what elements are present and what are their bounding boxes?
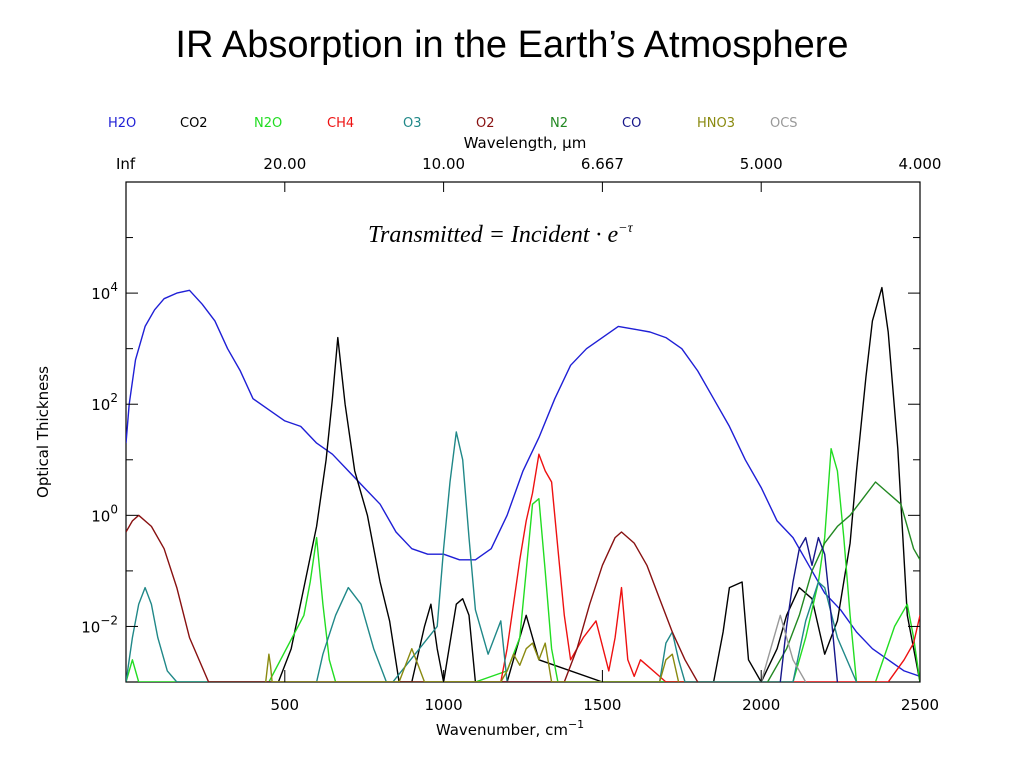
series-line-ocs xyxy=(760,614,807,682)
legend-item-o2: O2 xyxy=(476,116,495,131)
legend-item-hno3: HNO3 xyxy=(697,116,735,131)
y-axis-label: Optical Thickness xyxy=(34,366,52,498)
x-tick-label: 1500 xyxy=(583,696,621,714)
x-tick-label: 2500 xyxy=(901,696,939,714)
y-tick-label: 100 xyxy=(91,502,118,525)
x-tick-label: 500 xyxy=(270,696,299,714)
x-axis-label: Wavenumber, cm−1 xyxy=(436,718,584,739)
top-tick-label: Inf xyxy=(116,155,136,173)
series-line-n2 xyxy=(766,481,920,682)
top-tick-label: 5.000 xyxy=(740,155,783,173)
formula-annotation: Transmitted = Incident · e−τ xyxy=(368,221,634,248)
series-line-hno3 xyxy=(265,642,680,682)
top-tick-label: 4.000 xyxy=(899,155,942,173)
x-tick-label: 2000 xyxy=(742,696,780,714)
legend-item-co2: CO2 xyxy=(180,116,208,131)
legend-item-co: CO xyxy=(622,116,641,131)
legend: H2O CO2 N2O CH4 O3 O2 N2 CO HNO3 OCS xyxy=(108,116,798,131)
series-line-co2 xyxy=(277,286,920,682)
series-line-ch4 xyxy=(500,453,920,682)
top-tick-label: 10.00 xyxy=(422,155,465,173)
legend-item-n2o: N2O xyxy=(254,116,282,131)
formula-annotation-sup: −τ xyxy=(618,221,633,236)
series-line-o3 xyxy=(126,431,858,682)
y-axis-ticks: 104 102 100 10−2 xyxy=(81,181,920,683)
x-tick-label: 1000 xyxy=(425,696,463,714)
legend-item-h2o: H2O xyxy=(108,116,136,131)
top-tick-label: 20.00 xyxy=(263,155,306,173)
legend-item-n2: N2 xyxy=(550,116,568,131)
top-axis-ticks: Inf 20.00 10.00 6.667 5.000 4.000 xyxy=(116,155,941,192)
top-tick-label: 6.667 xyxy=(581,155,624,173)
x-axis-label-sup: −1 xyxy=(568,718,584,731)
plot-area xyxy=(126,286,920,682)
series-line-n2o xyxy=(126,448,920,682)
top-axis-label: Wavelength, μm xyxy=(464,134,587,152)
legend-item-ocs: OCS xyxy=(770,116,798,131)
y-tick-label: 102 xyxy=(91,391,118,414)
series-line-o2 xyxy=(126,514,699,682)
slide-title: IR Absorption in the Earth’s Atmosphere xyxy=(175,24,849,66)
x-axis-ticks: 500 1000 1500 2000 2500 xyxy=(270,670,939,714)
y-tick-label: 10−2 xyxy=(81,613,118,636)
legend-item-o3: O3 xyxy=(403,116,422,131)
legend-item-ch4: CH4 xyxy=(327,116,354,131)
series-line-co xyxy=(779,536,839,682)
series-line-h2o xyxy=(126,289,920,678)
y-tick-label: 104 xyxy=(91,280,118,303)
